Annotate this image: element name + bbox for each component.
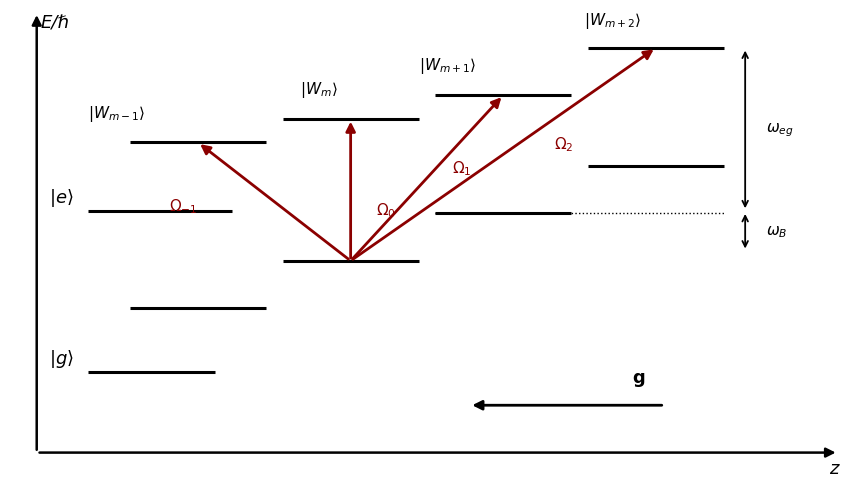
Text: $\Omega_1$: $\Omega_1$: [452, 159, 472, 178]
Text: $|W_{m+2}\rangle$: $|W_{m+2}\rangle$: [583, 11, 641, 31]
Text: $\Omega_0$: $\Omega_0$: [375, 202, 396, 221]
Text: $\Omega_{-1}$: $\Omega_{-1}$: [169, 197, 198, 216]
Text: $\omega_B$: $\omega_B$: [765, 225, 786, 240]
Text: $\omega_{eg}$: $\omega_{eg}$: [765, 122, 793, 139]
Text: $|W_m\rangle$: $|W_m\rangle$: [299, 80, 337, 100]
Text: $|W_{m-1}\rangle$: $|W_{m-1}\rangle$: [88, 104, 145, 123]
Text: $\Omega_2$: $\Omega_2$: [554, 136, 573, 154]
Text: $|W_{m+1}\rangle$: $|W_{m+1}\rangle$: [418, 56, 475, 76]
Text: $\mathbf{g}$: $\mathbf{g}$: [632, 371, 645, 389]
Text: z: z: [828, 460, 838, 478]
Text: $|g\rangle$: $|g\rangle$: [49, 348, 74, 370]
Text: $|e\rangle$: $|e\rangle$: [49, 187, 74, 209]
Text: E/ℏ: E/ℏ: [41, 15, 70, 32]
